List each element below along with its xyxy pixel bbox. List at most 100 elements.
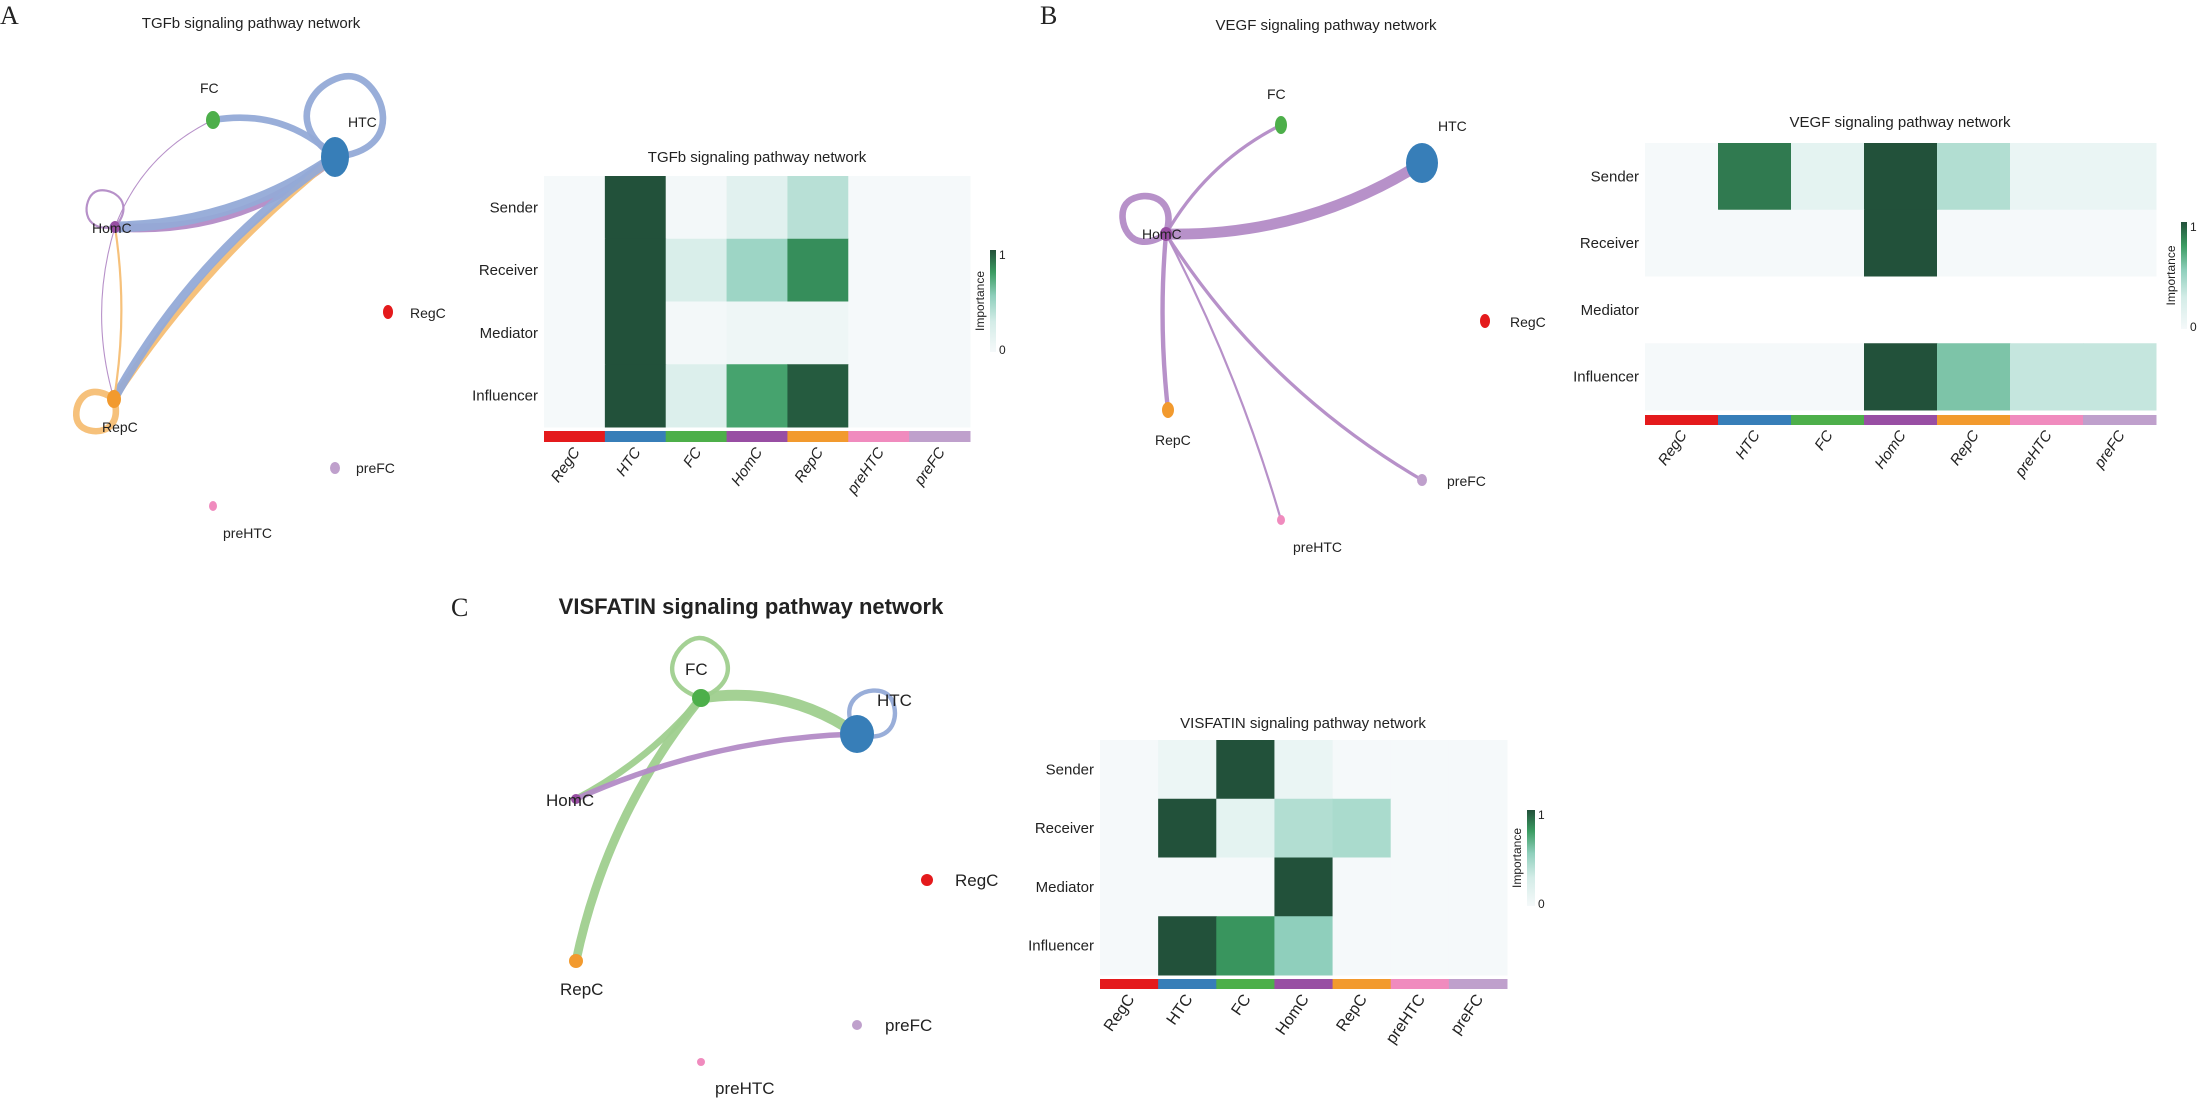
column-color-bar-htc [604, 431, 667, 442]
node-fc [206, 111, 220, 129]
column-label: RepC [1334, 992, 1371, 1035]
heatmap-cell-influencer-htc [1158, 916, 1217, 976]
heatmap-cell-sender-regc [544, 176, 606, 240]
node-htc [321, 137, 349, 177]
heatmap-cell-sender-homc [1864, 143, 1938, 211]
heatmap-cell-influencer-homc [1274, 916, 1334, 976]
colorbar-title: Importance [2164, 245, 2178, 305]
node-label-htc: HTC [877, 691, 912, 710]
colorbar-min-label: 0 [1538, 897, 1545, 911]
colorbar-max-label: 1 [1538, 808, 1545, 822]
column-color-bar-fc [1216, 979, 1275, 989]
column-color-bar-homc [1864, 415, 1938, 425]
colorbar-min-label: 0 [2190, 320, 2197, 334]
heatmap-cell-receiver-prehtc [2010, 209, 2084, 277]
row-label: Mediator [1581, 302, 1639, 319]
heatmap-cell-mediator-regc [544, 301, 606, 365]
edge-htc-to-htc [303, 73, 387, 161]
column-label: HTC [1164, 992, 1197, 1029]
heatmap-cell-receiver-fc [1216, 798, 1275, 858]
heatmap-cell-mediator-repc [787, 301, 849, 365]
node-label-regc: RegC [1510, 314, 1546, 330]
edge-repc-to-repc [72, 388, 120, 435]
heatmap-cell-receiver-fc [665, 238, 728, 302]
node-label-fc: FC [1267, 86, 1286, 102]
edge-homc-to-homc [1119, 192, 1172, 245]
node-prehtc [697, 1058, 705, 1066]
column-color-bar-prehtc [2010, 415, 2084, 425]
row-label: Mediator [480, 325, 538, 342]
heatmap-cell-sender-fc [665, 176, 728, 240]
heatmap-cell-sender-repc [1332, 740, 1392, 800]
heatmap-cell-sender-prehtc [2010, 143, 2084, 211]
edge-htc-to-repc [109, 152, 340, 404]
colorbar-max-label: 1 [999, 248, 1006, 262]
heatmap-cell-mediator-prefc [1448, 857, 1508, 917]
column-label: preHTC [2011, 427, 2056, 481]
heatmap-title: VEGF signaling pathway network [1790, 114, 2011, 131]
edge-homc-to-fc [114, 119, 214, 228]
column-label: preHTC [843, 444, 888, 498]
column-color-bar-htc [1158, 979, 1217, 989]
heatmap-cell-sender-fc [1791, 143, 1865, 211]
node-homc [1160, 227, 1172, 241]
heatmap-cell-mediator-htc [604, 301, 667, 365]
edge-repc-to-homc [112, 225, 123, 401]
colorbar-title: Importance [973, 271, 987, 331]
heatmap-cell-sender-homc [726, 176, 788, 240]
heatmap-cell-mediator-htc [1158, 857, 1217, 917]
node-label-repc: RepC [1155, 432, 1191, 448]
heatmap-cell-sender-prefc [1448, 740, 1508, 800]
node-label-prefc: preFC [885, 1016, 932, 1035]
column-label: HTC [613, 444, 645, 479]
heatmap-cell-influencer-homc [726, 364, 788, 428]
column-color-bar-prehtc [1390, 979, 1450, 989]
column-label: HomC [1871, 427, 1909, 472]
heatmap-cell-receiver-prefc [909, 238, 971, 302]
heatmap-cell-influencer-regc [1645, 343, 1719, 411]
node-regc [921, 874, 933, 886]
heatmap-cell-receiver-htc [1718, 209, 1792, 277]
importance-colorbar [2181, 222, 2187, 329]
column-color-bar-repc [1937, 415, 2011, 425]
node-label-fc: FC [200, 80, 219, 96]
column-label: HTC [1732, 427, 1764, 462]
heatmap-cell-mediator-prefc [2083, 276, 2157, 344]
heatmap-cell-receiver-prefc [1448, 798, 1508, 858]
row-label: Receiver [479, 262, 538, 279]
heatmap-cell-influencer-homc [1864, 343, 1938, 411]
column-color-bar-regc [1645, 415, 1719, 425]
heatmap-cell-receiver-prehtc [1390, 798, 1450, 858]
heatmap-cell-influencer-prefc [2083, 343, 2157, 411]
column-color-bar-homc [726, 431, 788, 442]
node-repc [107, 390, 121, 408]
column-color-bar-repc [1332, 979, 1392, 989]
heatmap-cell-receiver-repc [1937, 209, 2011, 277]
node-htc [1406, 143, 1438, 183]
heatmap-cell-influencer-htc [1718, 343, 1792, 411]
edge-repc-to-htc [110, 153, 339, 403]
heatmap-cell-influencer-htc [604, 364, 667, 428]
row-label: Sender [490, 199, 538, 216]
column-color-bar-prefc [909, 431, 971, 442]
heatmap-cell-influencer-repc [787, 364, 849, 428]
importance-colorbar [990, 250, 996, 352]
heatmap-cell-mediator-fc [1791, 276, 1865, 344]
panel-letter: C [451, 593, 468, 622]
column-color-bar-htc [1718, 415, 1792, 425]
column-color-bar-regc [1100, 979, 1159, 989]
colorbar-title: Importance [1510, 828, 1524, 888]
heatmap-cell-mediator-homc [1274, 857, 1334, 917]
heatmap-cell-influencer-prehtc [1390, 916, 1450, 976]
column-label: RegC [1101, 992, 1138, 1035]
node-prefc [330, 462, 340, 474]
heatmap-cell-influencer-regc [544, 364, 606, 428]
heatmap-cell-mediator-regc [1645, 276, 1719, 344]
edge-homc-to-homc [85, 189, 125, 229]
heatmap-cell-receiver-prehtc [848, 238, 910, 302]
heatmap-cell-mediator-prehtc [2010, 276, 2084, 344]
panel-b: B VEGF signaling pathway network FC HTC HomC… [1040, 1, 2197, 555]
network-edges [571, 635, 898, 966]
edge-homc-to-prehtc [1164, 232, 1283, 522]
